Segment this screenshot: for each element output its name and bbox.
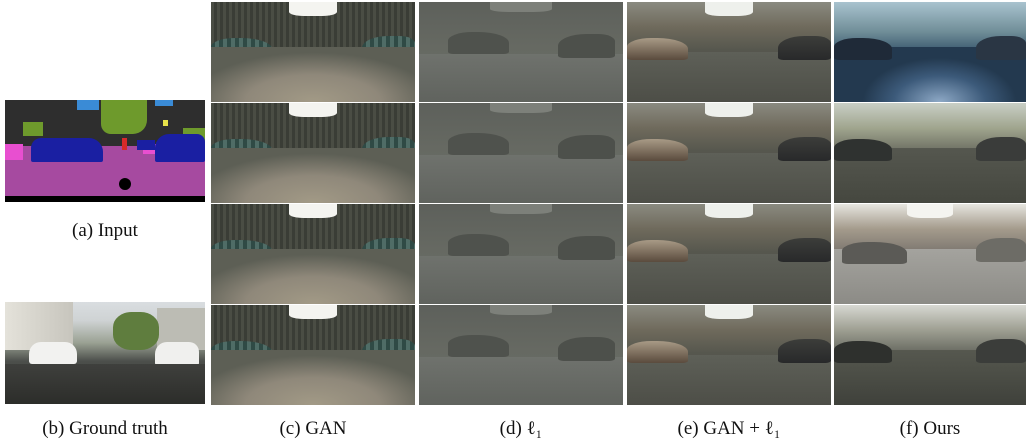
l1-result (419, 305, 623, 405)
sign-segment (163, 120, 168, 126)
gan-l1-result (627, 305, 831, 405)
caption-l1: (d) ℓ₁ (499, 418, 543, 439)
ego-vehicle-segment (5, 196, 205, 202)
car-segment-mid (137, 140, 155, 150)
vegetation-segment-left (23, 122, 43, 136)
gan-l1-result (627, 204, 831, 304)
gan-l1-result (627, 103, 831, 203)
caption-gan-l1: (e) GAN + ℓ₁ (677, 418, 781, 439)
sky-segment (77, 100, 99, 110)
car-segment-left (31, 138, 103, 162)
caption-ours: (f) Ours (899, 418, 961, 439)
gan-l1-result (627, 2, 831, 102)
car-white-right (155, 342, 199, 366)
ego-marker-segment (119, 178, 131, 190)
caption-gan: (c) GAN (279, 418, 347, 439)
gan-result (211, 103, 415, 203)
ours-result (834, 103, 1026, 203)
gan-result (211, 2, 415, 102)
road-surface (5, 364, 205, 404)
ours-result (834, 305, 1026, 405)
l1-result (419, 2, 623, 102)
person-segment (122, 138, 127, 150)
gan-result (211, 305, 415, 405)
l1-result (419, 103, 623, 203)
ours-result (834, 2, 1026, 102)
tree (113, 312, 159, 350)
car-white-left (29, 342, 77, 364)
caption-ground-truth: (b) Ground truth (42, 418, 168, 439)
ground-truth-photo (5, 302, 205, 404)
input-label-map (5, 100, 205, 202)
sky-segment-right (155, 100, 173, 106)
car-segment-right (155, 134, 205, 162)
vegetation-segment (101, 100, 147, 134)
sidewalk-segment (5, 144, 23, 160)
caption-input: (a) Input (72, 220, 138, 241)
gan-result (211, 204, 415, 304)
l1-result (419, 204, 623, 304)
ours-result (834, 204, 1026, 304)
